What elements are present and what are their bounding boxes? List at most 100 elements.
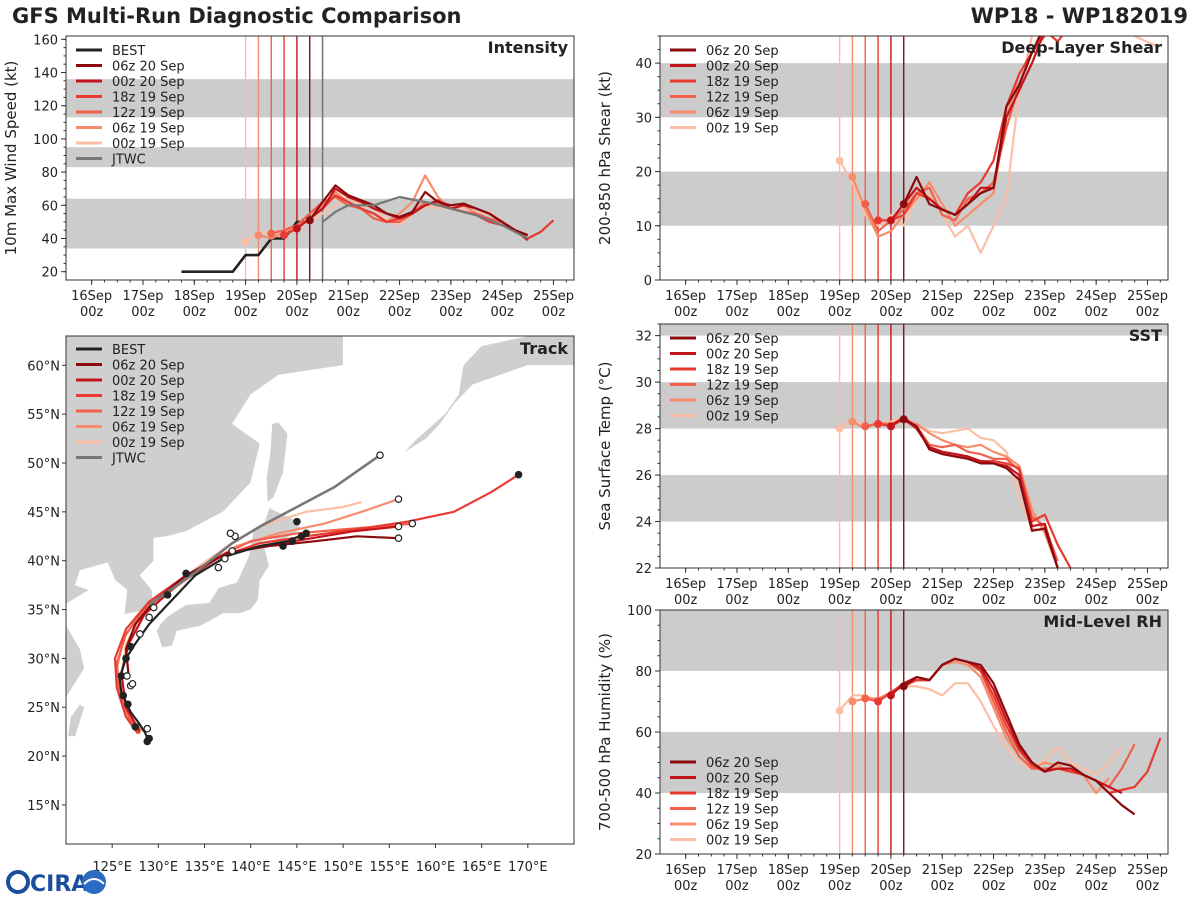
legend-label-06z-20-sep: 06z 20 Sep [706,44,779,59]
lat-tick-label: 25°N [27,701,60,716]
y-tick-label: 80 [41,166,58,181]
x-tick-label-hour: 00z [777,879,801,894]
x-tick-label-hour: 00z [674,879,698,894]
x-tick-label-day: 18Sep [768,577,809,592]
x-tick-label-day: 21Sep [328,289,369,304]
x-tick-label-day: 23Sep [430,289,471,304]
lon-tick-label: 155°E [370,860,410,875]
y-tick-label: 160 [33,33,58,48]
x-tick-label-hour: 00z [879,593,903,608]
land-mass-4 [156,545,270,648]
lat-tick-label: 50°N [27,457,60,472]
x-tick-label-hour: 00z [1084,305,1108,320]
y-tick-label: 120 [33,100,58,115]
legend-label-00z-20-sep: 00z 20 Sep [112,374,185,389]
x-tick-label-day: 24Sep [482,289,523,304]
track-point-forecast [228,547,237,555]
panel-title: Mid-Level RH [1043,612,1162,631]
figure-title: GFS Multi-Run Diagnostic Comparison [12,4,462,28]
x-tick-label-hour: 00z [931,879,955,894]
x-tick-label-day: 21Sep [922,863,963,878]
x-tick-label-hour: 00z [285,305,309,320]
lat-tick-label: 40°N [27,555,60,570]
series-start-marker-00z-20-sep [886,691,895,700]
legend-label-06z-19-sep: 06z 19 Sep [706,818,779,833]
series-start-marker-06z-20-sep [899,682,908,691]
x-tick-label-day: 24Sep [1076,289,1117,304]
series-start-marker-06z-19-sep [254,231,263,240]
x-tick-label-day: 17Sep [716,289,757,304]
series-start-marker-18z-19-sep [874,419,883,428]
series-start-marker-00z-19-sep [835,706,844,715]
series-line-18z-19-sep [878,36,1064,222]
legend-label-06z-20-sep: 06z 20 Sep [112,359,185,374]
x-tick-label-day: 25Sep [1127,863,1168,878]
legend-label-06z-19-sep: 06z 19 Sep [706,106,779,121]
lat-tick-label: 15°N [27,799,60,814]
x-tick-label-day: 18Sep [174,289,215,304]
x-tick-label-hour: 00z [725,879,749,894]
track-point-12z-19-sep [408,519,417,528]
band-1 [660,610,1168,671]
series-group-intensity [181,174,555,274]
x-tick-label-day: 17Sep [716,577,757,592]
legend-label-jtwc: JTWC [111,452,146,467]
lon-tick-label: 150°E [323,860,363,875]
legend-label-00z-20-sep: 00z 20 Sep [706,60,779,75]
y-tick-label: 20 [41,266,58,281]
x-tick-label-day: 23Sep [1024,289,1065,304]
track-point-best [293,517,301,526]
legend-label-00z-19-sep: 00z 19 Sep [706,410,779,425]
series-start-marker-00z-19-sep [835,156,844,165]
y-tick-label: 60 [41,199,58,214]
series-start-marker-06z-19-sep [848,417,857,426]
track-point-forecast [149,603,158,612]
panel-frame [65,335,575,845]
series-start-marker-12z-19-sep [861,422,870,431]
track-point-best [122,654,130,663]
land-mass-1 [402,336,574,454]
track-point-best [279,542,287,550]
x-tick-label-hour: 00z [490,305,514,320]
track-point-best [288,537,297,545]
series-group-rh [835,657,1162,816]
track-point-best [143,737,152,746]
x-tick-label-hour: 00z [1033,879,1057,894]
x-tick-label-day: 24Sep [1076,863,1117,878]
x-tick-label-hour: 00z [439,305,463,320]
track-point-forecast [226,529,235,538]
x-tick-label-day: 20Sep [870,289,911,304]
logo-text: CIRA [30,872,88,897]
y-tick-label: 28 [635,423,652,438]
series-line-06z-20-sep [903,657,1136,816]
panel-rh: 2040608010016Sep00z17Sep00z18Sep00z19Sep… [596,604,1169,894]
series-start-marker-18z-19-sep [280,231,289,240]
legend-label-06z-20-sep: 06z 20 Sep [706,756,779,771]
x-tick-label-day: 22Sep [379,289,420,304]
track-point-forecast [214,563,223,572]
legend-label-12z-19-sep: 12z 19 Sep [112,405,185,420]
x-tick-label-hour: 00z [131,305,155,320]
x-tick-label-hour: 00z [183,305,207,320]
x-tick-label-day: 18Sep [768,863,809,878]
x-tick-label-hour: 00z [777,305,801,320]
track-point-best [182,569,190,578]
legend-label-00z-19-sep: 00z 19 Sep [112,436,185,451]
x-tick-label-hour: 00z [542,305,566,320]
track-point-best [163,591,172,599]
y-tick-label: 40 [41,233,58,248]
y-tick-label: 20 [635,166,652,181]
x-tick-label-day: 17Sep [122,289,163,304]
track-point-best [131,722,140,731]
x-tick-label-day: 20Sep [276,289,317,304]
legend-label-18z-19-sep: 18z 19 Sep [706,787,779,802]
lon-tick-label: 160°E [416,860,456,875]
x-tick-label-day: 19Sep [819,577,860,592]
x-tick-label-day: 22Sep [973,863,1014,878]
land-mass-2 [266,421,288,503]
y-tick-label: 20 [635,848,652,863]
lat-tick-label: 45°N [27,506,60,521]
track-point-best [126,642,135,651]
lat-tick-label: 35°N [27,604,60,619]
